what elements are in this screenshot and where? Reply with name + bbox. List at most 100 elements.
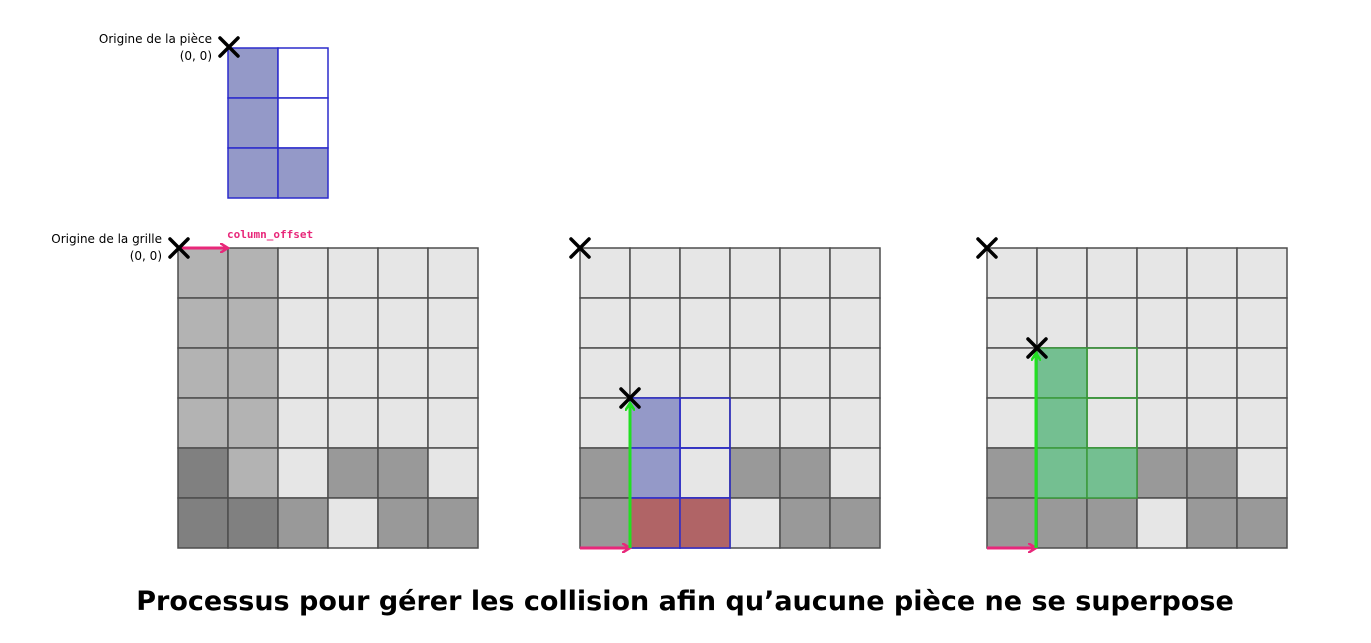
origin-markers [168,36,1048,409]
grid-cell [427,247,479,299]
grid-cell [679,397,731,449]
grid-origin-coords: (0, 0) [130,249,162,263]
grid-cell [679,347,731,399]
grid-cell [986,447,1038,499]
grid-cell [679,297,731,349]
grid-cell [629,247,681,299]
grid-cell [729,497,781,549]
grid-cell [177,347,229,399]
grid-cell [177,397,229,449]
piece-overlay-cell [629,447,681,499]
grid3-origin-cross-icon [976,237,998,259]
grid-cell [629,297,681,349]
grid-cell [177,447,229,499]
grid-cell [729,297,781,349]
grid-panel-1 [177,247,479,549]
grid-cell [327,247,379,299]
grid-cell [1136,447,1188,499]
grid-cell [277,347,329,399]
grid-cell [779,247,831,299]
arrows [180,248,1036,548]
grid-cell [1236,497,1288,549]
grid-cell [427,347,479,399]
grid-cell [1186,247,1238,299]
grid-cell [1236,247,1288,299]
grid-cell [1236,347,1288,399]
grid-cell [377,247,429,299]
grid-cell [779,497,831,549]
grid-cell [427,497,479,549]
grid-cell [1136,497,1188,549]
grid-cell [327,397,379,449]
grid-cell [1086,497,1138,549]
grid-panel-2 [579,247,881,549]
piece-cell-filled [277,147,329,199]
grid-cell [227,397,279,449]
piece-cell-filled [227,147,279,199]
grid-cell [327,347,379,399]
grid-cell [277,247,329,299]
grid-cell [1236,397,1288,449]
grid-cell [779,447,831,499]
grid-cell [986,497,1038,549]
piece-origin-label: Origine de la pièce [99,32,212,46]
collision-cell [679,497,731,549]
grid-cell [1236,297,1288,349]
grid-cell [1136,397,1188,449]
grid-cell [1136,297,1188,349]
grid-cell [327,297,379,349]
grid-cell [327,497,379,549]
grid-cell [1136,347,1188,399]
grid-cell [729,247,781,299]
grid-cell [277,497,329,549]
grid-cell [227,247,279,299]
grid-cell [177,497,229,549]
grid-cell [377,497,429,549]
grid-cell [779,397,831,449]
grid-cell [579,497,631,549]
piece-origin-cross-icon [218,36,240,58]
piece-cell-filled [227,97,279,149]
grid-cell [1136,247,1188,299]
piece3-position-cross-icon [1026,337,1048,359]
grid-origin-cross-icon [168,237,190,259]
grid-cell [1086,347,1138,399]
grid-cell [829,347,881,399]
grid-cell [1086,397,1138,449]
grid-cell [679,447,731,499]
grid-cell [829,497,881,549]
piece2-position-cross-icon [619,387,641,409]
grid-cell [1186,297,1238,349]
grid-cell [1036,497,1088,549]
grid-cell [1236,447,1288,499]
grid-cell [779,297,831,349]
grid-cell [227,297,279,349]
grid-cell [1186,497,1238,549]
grid-cell [277,447,329,499]
grid-origin-label: Origine de la grille [51,232,162,246]
grid-cell [779,347,831,399]
grid-cell [177,297,229,349]
grid-cell [227,347,279,399]
grid-cell [1086,247,1138,299]
grid-cell [729,347,781,399]
piece-origin-marker: Origine de la pièce (0, 0) [99,32,212,63]
grid-cell [327,447,379,499]
collision-cell [629,497,681,549]
grid-cell [579,297,631,349]
grid-cell [1186,347,1238,399]
grid-cell [829,247,881,299]
column-offset-label: column_offset [227,228,313,241]
grid-cell [829,397,881,449]
grid-cell [377,397,429,449]
grid-cell [679,247,731,299]
piece-cell-empty [277,97,329,149]
grid-cell [227,447,279,499]
grid-cell [1186,397,1238,449]
piece-shape [227,47,329,199]
grid-cell [986,397,1038,449]
grid-cell [277,397,329,449]
valid-placement-cell [1036,447,1088,499]
valid-placement-cell [1086,447,1138,499]
